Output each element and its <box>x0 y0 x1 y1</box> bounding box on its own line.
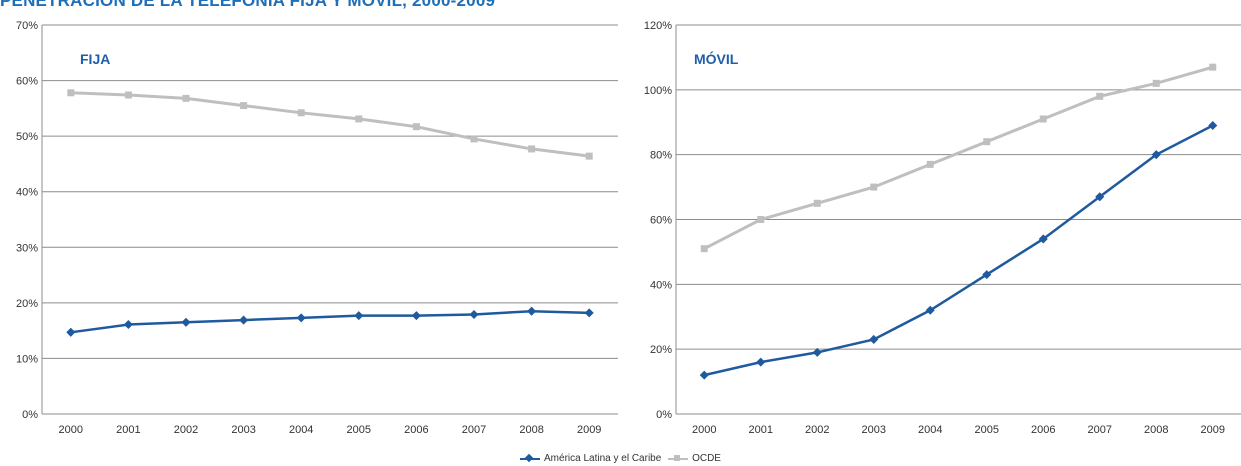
x-tick-label: 2002 <box>174 424 198 436</box>
y-tick-label: 40% <box>650 279 672 291</box>
y-tick-label: 50% <box>16 131 38 143</box>
panel-title: MÓVIL <box>694 50 739 67</box>
x-tick-label: 2007 <box>462 424 486 436</box>
chart-panel-1: 0% 20% 40% 60% 80% 100% 120% 2000 2001 2002 2003 20… <box>644 20 1241 436</box>
data-point-ocde <box>412 123 420 131</box>
data-point-ocde <box>983 138 991 146</box>
legend-item-ocde: OCDE <box>668 453 721 464</box>
x-tick-label: 2002 <box>805 424 829 436</box>
x-tick-label: 2003 <box>231 424 255 436</box>
data-point-ocde <box>813 199 821 207</box>
data-point-latam <box>411 311 421 321</box>
y-tick-label: 80% <box>650 150 672 162</box>
y-tick-label: 0% <box>22 409 38 421</box>
legend-ocde-swatch <box>668 454 689 463</box>
data-point-ocde <box>1152 79 1160 87</box>
data-point-ocde <box>757 216 765 223</box>
data-point-latam <box>584 308 594 318</box>
data-point-ocde <box>182 94 190 102</box>
y-tick-label: 60% <box>650 215 672 227</box>
y-tick-label: 10% <box>16 353 38 365</box>
data-point-latam <box>123 320 133 330</box>
data-point-ocde <box>124 91 132 99</box>
legend-latam-swatch <box>520 453 541 463</box>
y-tick-label: 30% <box>16 242 38 254</box>
y-tick-label: 60% <box>16 76 38 88</box>
x-tick-label: 2003 <box>862 424 886 436</box>
data-point-latam <box>699 370 709 380</box>
series-line-ocde <box>703 65 1214 251</box>
data-point-ocde <box>67 89 75 97</box>
data-point-latam <box>925 305 935 315</box>
series-line-ocde <box>70 91 590 158</box>
y-tick-label: 40% <box>16 187 38 199</box>
x-tick-label: 2009 <box>577 424 601 436</box>
data-point-ocde <box>585 152 593 160</box>
x-tick-label: 2000 <box>59 424 83 436</box>
chart-panel-0: 0% 10% 20% 30% 40% 50% 60% 70% 2000 2001 2002 2003 2… <box>16 20 618 436</box>
data-point-ocde <box>1039 115 1047 123</box>
legend-ocde-label: OCDE <box>692 453 721 464</box>
data-point-latam <box>239 315 249 325</box>
series-line-latam <box>70 309 590 334</box>
data-point-latam <box>527 306 537 316</box>
x-tick-label: 2005 <box>347 424 371 436</box>
data-point-ocde <box>926 160 934 168</box>
panel-title: FIJA <box>80 51 110 67</box>
x-tick-label: 2008 <box>1144 424 1168 436</box>
x-tick-label: 2000 <box>692 424 716 436</box>
data-point-ocde <box>1096 92 1104 100</box>
series-line-latam <box>703 124 1214 377</box>
data-point-ocde <box>870 183 878 191</box>
y-tick-label: 20% <box>16 298 38 310</box>
x-tick-label: 2004 <box>918 424 942 436</box>
data-point-ocde <box>355 115 363 123</box>
data-point-latam <box>812 347 822 357</box>
x-tick-label: 2009 <box>1201 424 1225 436</box>
legend-item-latam: América Latina y el Caribe <box>520 453 661 464</box>
data-point-ocde <box>297 109 305 117</box>
data-point-latam <box>1208 120 1218 131</box>
data-point-latam <box>756 357 766 367</box>
x-tick-label: 2004 <box>289 424 313 436</box>
data-point-ocde <box>470 135 478 143</box>
x-tick-label: 2001 <box>116 424 140 436</box>
legend: América Latina y el Caribe OCDE <box>0 453 1241 466</box>
legend-latam-label: América Latina y el Caribe <box>544 453 662 464</box>
data-point-latam <box>181 317 191 327</box>
y-tick-label: 100% <box>644 85 672 97</box>
data-point-latam <box>354 311 364 321</box>
data-point-ocde <box>240 102 248 110</box>
charts-canvas: 0% 10% 20% 30% 40% 50% 60% 70% 2000 2001 2002 2003 2… <box>16 20 1241 436</box>
data-point-ocde <box>1209 63 1217 71</box>
data-point-ocde <box>700 245 708 253</box>
x-tick-label: 2007 <box>1088 424 1112 436</box>
x-tick-label: 2005 <box>975 424 999 436</box>
y-tick-label: 20% <box>650 344 672 356</box>
x-tick-label: 2006 <box>404 424 428 436</box>
x-tick-label: 2001 <box>749 424 773 436</box>
data-point-latam <box>869 334 879 344</box>
data-point-latam <box>296 313 306 323</box>
x-tick-label: 2006 <box>1031 424 1055 436</box>
data-point-latam <box>66 327 76 337</box>
y-tick-label: 120% <box>644 20 672 32</box>
chart-title: PENETRACIÓN DE LA TELEFONÍA FIJA Y MÓVIL… <box>0 0 496 10</box>
y-tick-label: 0% <box>656 409 672 421</box>
x-tick-label: 2008 <box>519 424 543 436</box>
data-point-latam <box>469 310 479 320</box>
data-point-ocde <box>528 145 536 153</box>
y-tick-label: 70% <box>16 20 38 32</box>
